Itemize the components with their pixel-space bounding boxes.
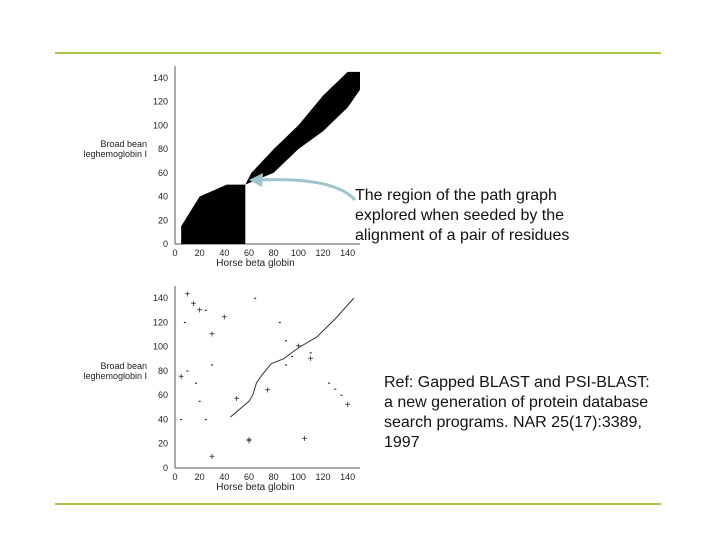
explored-region (245, 71, 360, 185)
x-tick-label: 40 (219, 248, 229, 258)
x-tick-label: 80 (269, 248, 279, 258)
y-tick-label: 60 (158, 168, 168, 178)
reference-caption-line: a new generation of protein database (384, 394, 649, 411)
plus-point: + (191, 299, 197, 310)
x-tick-label: 60 (244, 472, 254, 482)
plus-point: + (345, 400, 351, 411)
y-tick-label: 140 (153, 293, 168, 303)
reference-caption: Ref: Gapped BLAST and PSI-BLAST: a new g… (384, 373, 684, 453)
plus-point: + (234, 394, 240, 405)
x-tick-label: 40 (219, 472, 229, 482)
y-axis-label: leghemoglobin I (83, 149, 147, 159)
region-caption-line: explored when seeded by the (355, 207, 565, 224)
x-tick-label: 0 (172, 472, 177, 482)
x-tick-label: 0 (172, 248, 177, 258)
x-tick-label: 80 (269, 472, 279, 482)
reference-caption-line: Ref: Gapped BLAST and PSI-BLAST: (384, 374, 650, 391)
alignment-path (230, 297, 355, 418)
plus-point: + (246, 435, 252, 446)
y-tick-label: 20 (158, 215, 168, 225)
plus-point: + (184, 289, 190, 300)
y-tick-label: 80 (158, 144, 168, 154)
path-graph-region-svg: 0 20 40 60 80 100 120 140 0 20 40 60 80 100 120 140 Hors… (83, 66, 360, 269)
path-graph-region-plot: 0 20 40 60 80 100 120 140 0 20 40 60 80 100 120 140 Hors… (70, 62, 370, 279)
region-caption-line: alignment of a pair of residues (355, 227, 570, 244)
plus-point: + (209, 330, 215, 341)
y-tick-label: 20 (158, 439, 168, 449)
plus-point: + (302, 434, 308, 445)
annotation-arrow (249, 173, 357, 202)
x-tick-label: 100 (291, 472, 306, 482)
dot-point (278, 321, 281, 324)
x-axis-label: Horse beta globin (216, 258, 294, 269)
x-tick-label: 120 (315, 248, 330, 258)
dot-point (328, 382, 331, 384)
dot-point (340, 394, 343, 396)
y-tick-label: 120 (153, 97, 168, 107)
plus-point: + (308, 354, 314, 365)
dot-point (254, 297, 257, 299)
dot-point (334, 388, 337, 390)
dot-plot-svg: 0 20 40 60 80 100 120 140 0 20 40 60 80 100 120 140 Hors… (83, 286, 360, 493)
y-axis-label: leghemoglobin I (83, 371, 147, 381)
plus-point: + (209, 452, 215, 463)
plus-point: + (178, 372, 184, 383)
x-tick-label: 120 (315, 472, 330, 482)
y-tick-label: 60 (158, 390, 168, 400)
y-tick-label: 140 (153, 73, 168, 83)
dot-point (285, 340, 287, 342)
y-tick-label: 120 (153, 317, 168, 327)
dot-point (285, 364, 287, 366)
plus-point: + (197, 305, 203, 316)
dot-point (211, 364, 213, 366)
y-axis-label: Broad bean (100, 361, 147, 371)
y-tick-label: 0 (163, 463, 168, 473)
dot-plot: 0 20 40 60 80 100 120 140 0 20 40 60 80 100 120 140 Hors… (70, 282, 370, 505)
y-tick-label: 80 (158, 366, 168, 376)
explored-region (181, 184, 246, 244)
bottom-rule (55, 503, 661, 505)
dot-point (204, 418, 207, 421)
x-tick-label: 140 (340, 472, 355, 482)
y-tick-label: 0 (163, 239, 168, 249)
top-rule (55, 52, 661, 54)
plus-point: + (221, 313, 227, 324)
x-tick-label: 60 (244, 248, 254, 258)
y-tick-label: 40 (158, 414, 168, 424)
dot-point (180, 418, 183, 421)
region-caption: The region of the path graph explored wh… (355, 186, 615, 246)
dot-point (204, 309, 207, 311)
x-tick-label: 20 (195, 248, 205, 258)
dot-point (186, 370, 189, 372)
dot-point (183, 321, 186, 324)
y-tick-label: 100 (153, 120, 168, 130)
y-axis-label: Broad bean (100, 139, 147, 149)
x-axis-label: Horse beta globin (216, 482, 294, 493)
reference-caption-line: 1997 (384, 434, 420, 451)
plus-point: + (265, 385, 271, 396)
plus-point: + (295, 342, 301, 353)
dot-point (309, 352, 312, 354)
y-tick-label: 100 (153, 342, 168, 352)
x-tick-label: 140 (340, 248, 355, 258)
x-tick-label: 100 (291, 248, 306, 258)
plus-point: + (246, 436, 252, 447)
dot-point (198, 400, 201, 402)
reference-caption-line: search programs. NAR 25(17):3389, (384, 414, 642, 431)
dot-point (291, 355, 294, 358)
dot-point (194, 382, 197, 384)
region-caption-line: The region of the path graph (355, 187, 557, 204)
y-tick-label: 40 (158, 192, 168, 202)
x-tick-label: 20 (195, 472, 205, 482)
